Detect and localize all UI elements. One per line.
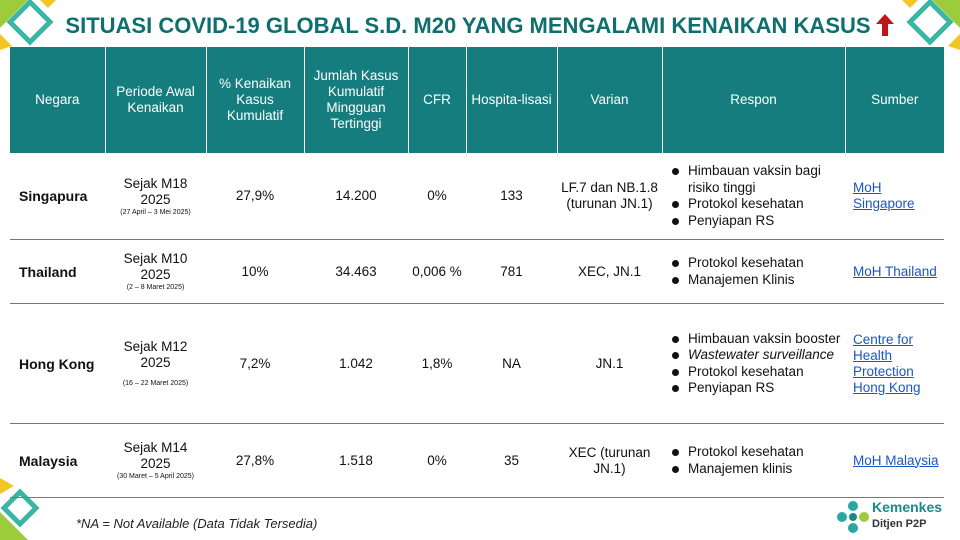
page-title-text: SITUASI COVID-19 GLOBAL S.D. M20 YANG ME… bbox=[65, 13, 871, 38]
source-cell: MoH Malaysia bbox=[845, 423, 944, 498]
response-item: Manajemen Klinis bbox=[668, 272, 841, 289]
period-detail: (30 Maret – 5 April 2025) bbox=[116, 473, 195, 480]
source-link-thailand[interactable]: MoH Thailand bbox=[853, 263, 937, 279]
period-detail: (27 April – 3 Mei 2025) bbox=[120, 208, 191, 216]
source-cell: MoH Singapore bbox=[845, 153, 944, 240]
table-row: Malaysia Sejak M14 2025 (30 Maret – 5 Apr… bbox=[10, 423, 944, 498]
cfr-cell: 1,8% bbox=[408, 303, 466, 424]
variant-cell: JN.1 bbox=[557, 303, 662, 424]
response-list: Himbauan vaksin booster Wastewater surve… bbox=[668, 331, 841, 397]
hospitalization-cell: 35 bbox=[466, 423, 557, 498]
increase-cell: 27,9% bbox=[206, 153, 304, 240]
hospitalization-cell: 133 bbox=[466, 153, 557, 240]
corner-decoration-top-right bbox=[902, 0, 960, 50]
variant-cell: LF.7 dan NB.1.8 (turunan JN.1) bbox=[557, 153, 662, 240]
table-row: Hong Kong Sejak M12 2025 (16 – 22 Maret 2… bbox=[10, 303, 944, 424]
response-cell: Himbauan vaksin booster Wastewater surve… bbox=[662, 303, 845, 424]
kemenkes-logo-icon bbox=[837, 501, 869, 533]
period-detail: (2 – 8 Maret 2025) bbox=[126, 284, 185, 291]
header-varian: Varian bbox=[557, 47, 663, 153]
cfr-cell: 0% bbox=[408, 153, 466, 240]
header-jumlah: Jumlah Kasus Kumulatif Mingguan Tertingg… bbox=[304, 47, 409, 153]
country-cell: Malaysia bbox=[10, 423, 105, 498]
response-cell: Himbauan vaksin bagi risiko tinggi Proto… bbox=[662, 153, 845, 240]
header-cfr: CFR bbox=[408, 47, 467, 153]
source-cell: Centre for Health Protection Hong Kong bbox=[845, 303, 944, 424]
response-cell: Protokol kesehatan Manajemen klinis bbox=[662, 423, 845, 498]
response-item: Protokol kesehatan bbox=[668, 255, 841, 272]
period-main: Sejak M10 2025 bbox=[123, 251, 188, 282]
response-item: Himbauan vaksin booster bbox=[668, 331, 841, 348]
period-cell: Sejak M14 2025 (30 Maret – 5 April 2025) bbox=[105, 423, 206, 498]
period-cell: Sejak M10 2025 (2 – 8 Maret 2025) bbox=[105, 239, 206, 304]
logo-name: Kemenkes bbox=[872, 499, 943, 515]
period-main: Sejak M18 2025 bbox=[123, 175, 188, 207]
response-item: Wastewater surveillance bbox=[668, 347, 841, 364]
period-main: Sejak M14 2025 bbox=[123, 440, 188, 471]
source-cell: MoH Thailand bbox=[845, 239, 944, 304]
weekly-cases-cell: 1.042 bbox=[304, 303, 408, 424]
logo-subtitle: Ditjen P2P bbox=[872, 518, 927, 530]
arrow-up-icon bbox=[875, 14, 894, 37]
source-link-malaysia[interactable]: MoH Malaysia bbox=[853, 452, 939, 468]
response-item: Protokol kesehatan bbox=[668, 364, 841, 381]
weekly-cases-cell: 34.463 bbox=[304, 239, 408, 304]
response-item: Penyiapan RS bbox=[668, 213, 841, 230]
increase-cell: 7,2% bbox=[206, 303, 304, 424]
cfr-cell: 0,006 % bbox=[408, 239, 466, 304]
table-row: Thailand Sejak M10 2025 (2 – 8 Maret 2025… bbox=[10, 239, 944, 304]
response-item: Penyiapan RS bbox=[668, 380, 841, 397]
country-cell: Hong Kong bbox=[10, 303, 105, 424]
header-sumber: Sumber bbox=[845, 47, 944, 153]
footnote: *NA = Not Available (Data Tidak Tersedia… bbox=[76, 516, 318, 531]
response-item: Protokol kesehatan bbox=[668, 196, 841, 213]
period-detail: (16 – 22 Maret 2025) bbox=[122, 380, 189, 387]
period-cell: Sejak M18 2025 (27 April – 3 Mei 2025) bbox=[105, 153, 206, 240]
header-hosp: Hospita-lisasi bbox=[466, 47, 558, 153]
response-list: Protokol kesehatan Manajemen Klinis bbox=[668, 255, 841, 288]
response-item: Himbauan vaksin bagi risiko tinggi bbox=[668, 163, 841, 196]
response-cell: Protokol kesehatan Manajemen Klinis bbox=[662, 239, 845, 304]
country-cell: Singapura bbox=[10, 153, 105, 240]
header-negara: Negara bbox=[10, 47, 106, 153]
table-row: Singapura Sejak M18 2025 (27 April – 3 Me… bbox=[10, 153, 944, 240]
weekly-cases-cell: 1.518 bbox=[304, 423, 408, 498]
country-cell: Thailand bbox=[10, 239, 105, 304]
response-item: Protokol kesehatan bbox=[668, 444, 841, 461]
covid-table: Negara Periode Awal Kenaikan % Kenaikan … bbox=[10, 47, 944, 498]
hospitalization-cell: 781 bbox=[466, 239, 557, 304]
increase-cell: 27,8% bbox=[206, 423, 304, 498]
corner-decoration-top-left bbox=[0, 0, 56, 50]
increase-cell: 10% bbox=[206, 239, 304, 304]
hospitalization-cell: NA bbox=[466, 303, 557, 424]
header-periode: Periode Awal Kenaikan bbox=[105, 47, 207, 153]
weekly-cases-cell: 14.200 bbox=[304, 153, 408, 240]
page-title: SITUASI COVID-19 GLOBAL S.D. M20 YANG ME… bbox=[40, 8, 920, 44]
source-link-singapore[interactable]: MoH Singapore bbox=[853, 180, 915, 211]
header-kenaikan: % Kenaikan Kasus Kumulatif bbox=[206, 47, 305, 153]
variant-cell: XEC (turunan JN.1) bbox=[557, 423, 662, 498]
table-header-row: Negara Periode Awal Kenaikan % Kenaikan … bbox=[10, 47, 944, 153]
source-link-hong-kong[interactable]: Centre for Health Protection Hong Kong bbox=[853, 331, 921, 395]
period-main: Sejak M12 2025 bbox=[123, 339, 188, 370]
header-respon: Respon bbox=[662, 47, 846, 153]
response-list: Protokol kesehatan Manajemen klinis bbox=[668, 444, 841, 477]
response-item: Manajemen klinis bbox=[668, 461, 841, 478]
kemenkes-logo: Kemenkes Ditjen P2P bbox=[836, 496, 956, 536]
response-list: Himbauan vaksin bagi risiko tinggi Proto… bbox=[668, 163, 841, 229]
cfr-cell: 0% bbox=[408, 423, 466, 498]
period-cell: Sejak M12 2025 (16 – 22 Maret 2025) bbox=[105, 303, 206, 424]
variant-cell: XEC, JN.1 bbox=[557, 239, 662, 304]
